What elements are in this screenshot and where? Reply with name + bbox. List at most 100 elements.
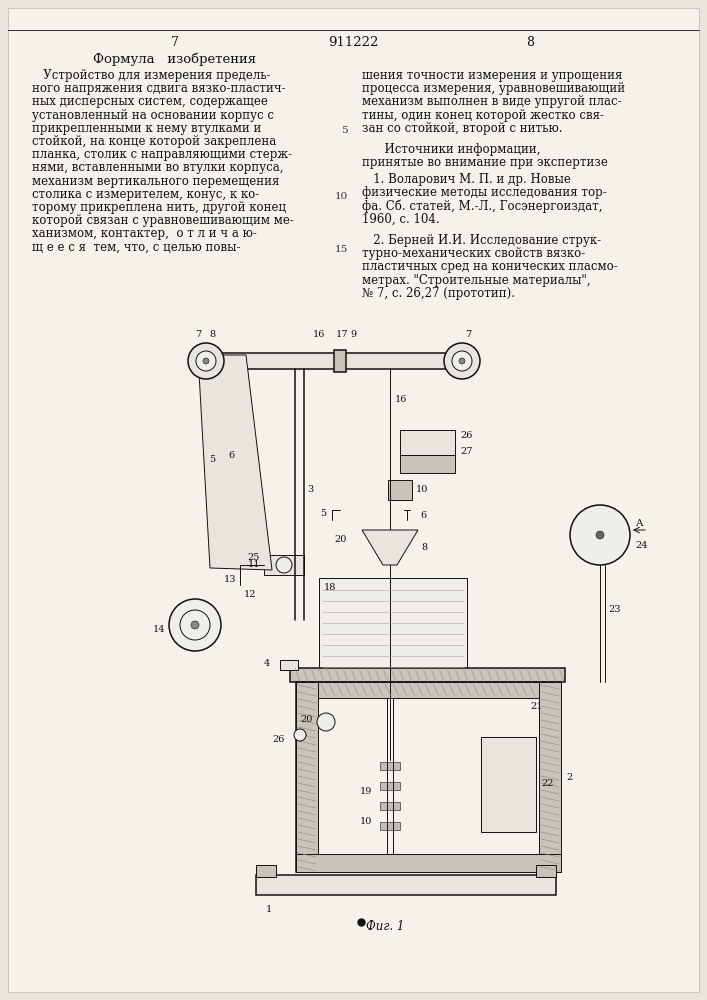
- Text: 23: 23: [608, 605, 621, 614]
- Text: 10: 10: [334, 192, 348, 201]
- Text: ного напряжения сдвига вязко-пластич-: ного напряжения сдвига вязко-пластич-: [32, 82, 286, 95]
- Text: 27: 27: [460, 448, 472, 456]
- Polygon shape: [362, 530, 418, 565]
- Text: № 7, с. 26,27 (прототип).: № 7, с. 26,27 (прототип).: [362, 287, 515, 300]
- Text: 911222: 911222: [328, 36, 378, 49]
- Text: процесса измерения, уравновешивающий: процесса измерения, уравновешивающий: [362, 82, 625, 95]
- Bar: [380, 822, 400, 830]
- Text: 1960, с. 104.: 1960, с. 104.: [362, 213, 440, 226]
- Text: 4: 4: [264, 658, 270, 668]
- Text: зан со стойкой, второй с нитью.: зан со стойкой, второй с нитью.: [362, 122, 563, 135]
- Text: 10: 10: [416, 486, 428, 494]
- Text: 1. Воларович М. П. и др. Новые: 1. Воларович М. П. и др. Новые: [362, 173, 571, 186]
- Bar: [280, 660, 298, 670]
- Text: 11: 11: [247, 560, 260, 569]
- Text: 17: 17: [336, 330, 349, 339]
- Text: 10: 10: [360, 818, 372, 826]
- Text: планка, столик с направляющими стерж-: планка, столик с направляющими стерж-: [32, 148, 292, 161]
- Text: Устройство для измерения предель-: Устройство для измерения предель-: [32, 69, 271, 82]
- Text: 21: 21: [530, 702, 543, 711]
- Text: 20: 20: [334, 536, 347, 544]
- Text: тины, один конец которой жестко свя-: тины, один конец которой жестко свя-: [362, 109, 604, 122]
- Text: щ е е с я  тем, что, с целью повы-: щ е е с я тем, что, с целью повы-: [32, 241, 240, 254]
- Text: 8: 8: [526, 36, 534, 49]
- Text: принятые во внимание при экспертизе: принятые во внимание при экспертизе: [362, 156, 608, 169]
- Bar: [481, 737, 536, 832]
- Text: физические методы исследования тор-: физические методы исследования тор-: [362, 186, 607, 199]
- Circle shape: [276, 557, 292, 573]
- Text: метрах. "Строительные материалы",: метрах. "Строительные материалы",: [362, 274, 590, 287]
- Text: Фиг. 1: Фиг. 1: [366, 920, 404, 933]
- Text: 24: 24: [635, 540, 648, 550]
- Bar: [318, 682, 539, 698]
- Text: шения точности измерения и упрощения: шения точности измерения и упрощения: [362, 69, 622, 82]
- Bar: [319, 578, 467, 668]
- Circle shape: [444, 343, 480, 379]
- Text: 6: 6: [420, 510, 426, 520]
- Text: механизм выполнен в виде упругой плас-: механизм выполнен в виде упругой плас-: [362, 95, 621, 108]
- Text: установленный на основании корпус с: установленный на основании корпус с: [32, 109, 274, 122]
- Bar: [296, 854, 561, 872]
- Text: 13: 13: [223, 576, 236, 584]
- Text: столика с измерителем, конус, к ко-: столика с измерителем, конус, к ко-: [32, 188, 259, 201]
- Circle shape: [459, 358, 465, 364]
- Bar: [539, 682, 561, 872]
- Text: 5: 5: [341, 126, 348, 135]
- Bar: [536, 865, 556, 877]
- Text: 5: 5: [209, 456, 215, 464]
- Text: которой связан с уравновешивающим ме-: которой связан с уравновешивающим ме-: [32, 214, 294, 227]
- Text: 1: 1: [266, 905, 272, 914]
- Circle shape: [191, 621, 199, 629]
- Bar: [400, 430, 455, 455]
- Text: 18: 18: [324, 583, 337, 592]
- Text: 8: 8: [209, 330, 215, 339]
- Circle shape: [180, 610, 210, 640]
- Text: 26: 26: [460, 430, 472, 440]
- Circle shape: [196, 351, 216, 371]
- Bar: [290, 668, 565, 682]
- Text: торому прикреплена нить, другой конец: торому прикреплена нить, другой конец: [32, 201, 286, 214]
- Text: ханизмом, контактер,  о т л и ч а ю-: ханизмом, контактер, о т л и ч а ю-: [32, 227, 257, 240]
- Bar: [256, 865, 276, 877]
- Text: прикрепленными к нему втулками и: прикрепленными к нему втулками и: [32, 122, 262, 135]
- Text: 19: 19: [360, 788, 372, 796]
- Circle shape: [596, 531, 604, 539]
- Text: 2. Берней И.И. Исследование струк-: 2. Берней И.И. Исследование струк-: [362, 234, 601, 247]
- Polygon shape: [198, 355, 272, 570]
- Text: 2: 2: [566, 772, 572, 782]
- Text: 16: 16: [395, 395, 407, 404]
- Text: ных дисперсных систем, содержащее: ных дисперсных систем, содержащее: [32, 95, 268, 108]
- Circle shape: [570, 505, 630, 565]
- Text: 12: 12: [244, 590, 256, 599]
- Bar: [380, 782, 400, 790]
- Text: 14: 14: [153, 626, 165, 635]
- Circle shape: [169, 599, 221, 651]
- Text: 7: 7: [171, 36, 179, 49]
- Text: фа. Сб. статей, М.-Л., Госэнергоиздат,: фа. Сб. статей, М.-Л., Госэнергоиздат,: [362, 200, 602, 213]
- Bar: [264, 555, 304, 575]
- Text: 6: 6: [228, 450, 234, 460]
- Text: 22: 22: [541, 780, 554, 788]
- Circle shape: [452, 351, 472, 371]
- Text: 7: 7: [194, 330, 201, 339]
- Circle shape: [317, 713, 335, 731]
- Bar: [296, 682, 561, 872]
- Text: 15: 15: [334, 245, 348, 254]
- Text: 7: 7: [465, 330, 472, 339]
- Text: A: A: [635, 518, 643, 528]
- Circle shape: [188, 343, 224, 379]
- Bar: [380, 802, 400, 810]
- Text: 3: 3: [307, 486, 313, 494]
- Text: пластичных сред на конических пласмо-: пластичных сред на конических пласмо-: [362, 260, 618, 273]
- Bar: [334, 350, 346, 372]
- Bar: [206, 353, 462, 369]
- Circle shape: [294, 729, 306, 741]
- Text: механизм вертикального перемещения: механизм вертикального перемещения: [32, 175, 279, 188]
- Text: 8: 8: [421, 542, 427, 552]
- Text: стойкой, на конце которой закреплена: стойкой, на конце которой закреплена: [32, 135, 276, 148]
- Text: 26: 26: [273, 736, 285, 744]
- Text: 20: 20: [300, 716, 313, 724]
- Text: 16: 16: [312, 330, 325, 339]
- Text: 5: 5: [320, 510, 326, 518]
- Text: Источники информации,: Источники информации,: [362, 143, 540, 156]
